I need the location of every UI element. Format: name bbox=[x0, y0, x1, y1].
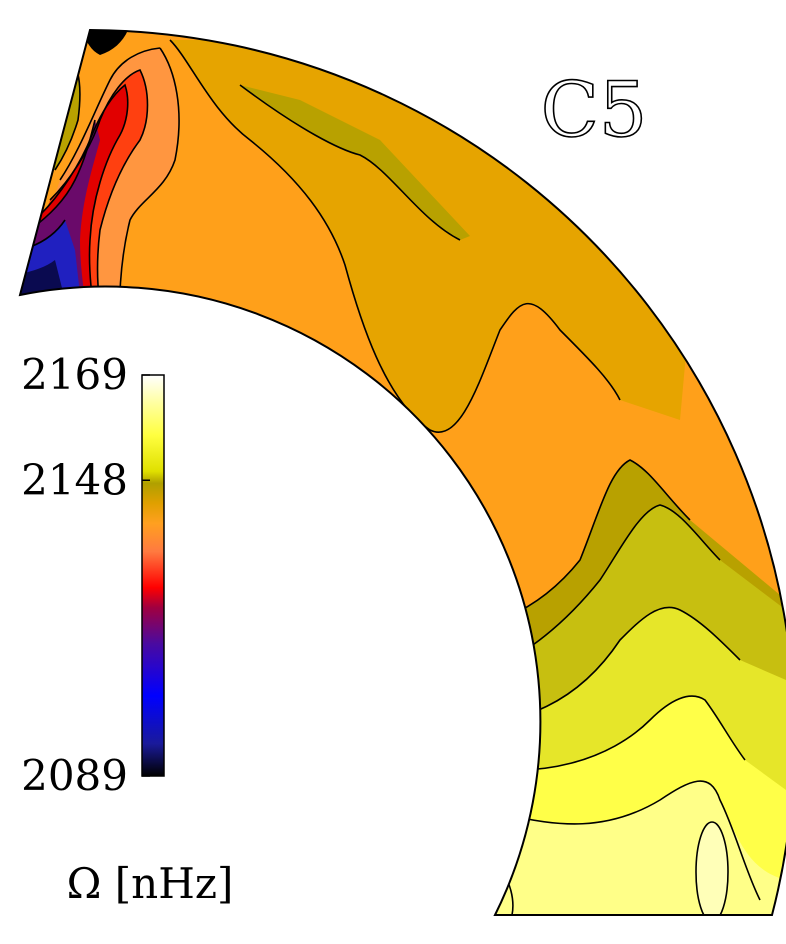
colorbar-gradient bbox=[141, 374, 165, 777]
colorbar-ticks: 2169 2148 2089 bbox=[21, 350, 150, 800]
contour-line bbox=[39, 83, 129, 341]
contour-line bbox=[29, 119, 96, 231]
colorbar-tick-label: 2089 bbox=[21, 751, 128, 800]
field-region-equatorial-spot bbox=[696, 822, 728, 915]
colorbar-tick-label: 2169 bbox=[21, 350, 128, 399]
colorbar-tick-label: 2148 bbox=[21, 455, 128, 504]
contour-line bbox=[239, 84, 461, 241]
contour-line bbox=[469, 695, 746, 771]
contour-line bbox=[49, 69, 149, 341]
contour-line bbox=[59, 47, 161, 181]
contour-line bbox=[129, 332, 151, 346]
chart-title: C5 bbox=[541, 65, 648, 154]
field-region-polar-corner bbox=[80, 30, 130, 55]
colorbar: 2169 2148 2089 Ω [nHz] bbox=[21, 350, 233, 908]
domain-boundary bbox=[18, 28, 786, 916]
contour-line bbox=[489, 780, 761, 901]
contour-line bbox=[695, 821, 729, 915]
colorbar-label: Ω [nHz] bbox=[67, 859, 234, 908]
